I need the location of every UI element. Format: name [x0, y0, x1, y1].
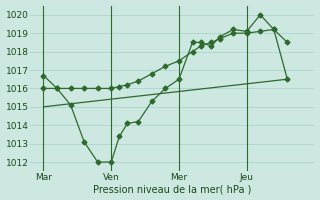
X-axis label: Pression niveau de la mer( hPa ): Pression niveau de la mer( hPa ): [93, 184, 252, 194]
